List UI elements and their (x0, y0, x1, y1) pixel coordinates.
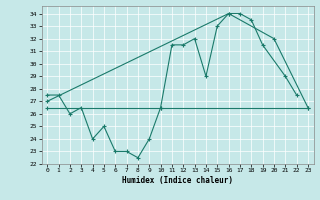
X-axis label: Humidex (Indice chaleur): Humidex (Indice chaleur) (122, 176, 233, 185)
